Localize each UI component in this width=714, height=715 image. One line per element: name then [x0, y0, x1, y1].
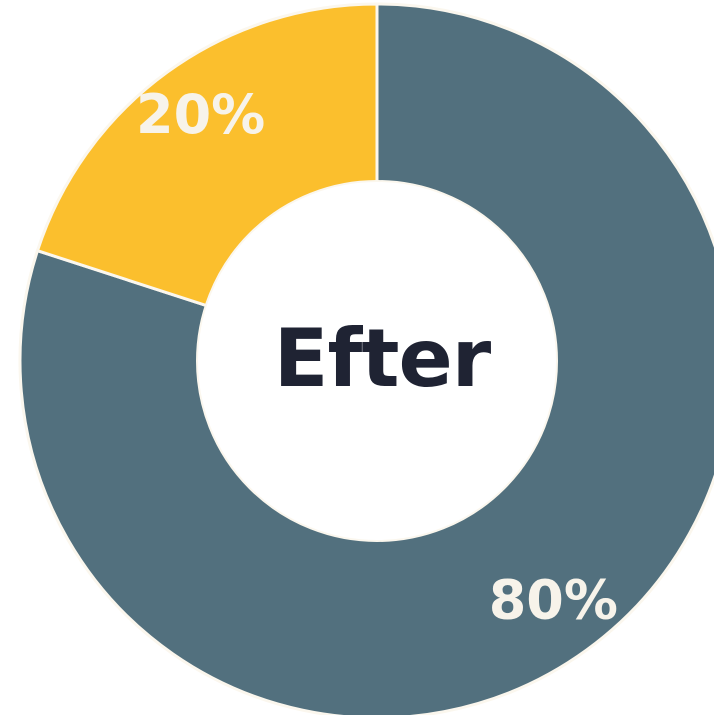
center-label: Efter [274, 312, 492, 405]
donut-hole [196, 180, 558, 542]
slice-label-80: 80% [489, 568, 618, 631]
slice-labels: 80% 20% [136, 83, 618, 631]
slice-label-20: 20% [136, 83, 265, 146]
